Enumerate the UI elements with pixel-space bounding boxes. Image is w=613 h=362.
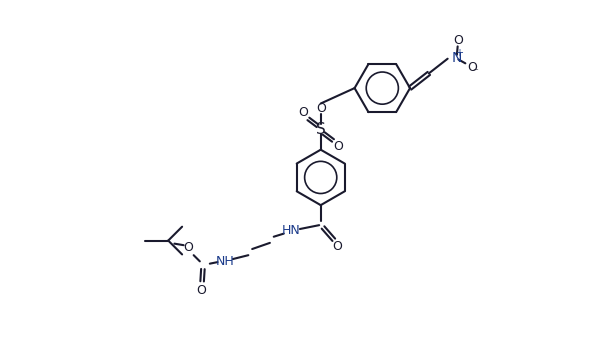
- Text: O: O: [468, 62, 478, 75]
- Text: O: O: [298, 106, 308, 119]
- Text: HN: HN: [282, 224, 301, 237]
- Text: O: O: [183, 241, 193, 254]
- Text: +: +: [455, 47, 463, 58]
- Text: O: O: [333, 140, 343, 153]
- Text: O: O: [196, 284, 207, 297]
- Text: O: O: [316, 102, 326, 115]
- Text: N: N: [452, 51, 462, 65]
- Text: S: S: [316, 122, 326, 137]
- Text: O: O: [333, 240, 343, 253]
- Text: NH: NH: [216, 255, 235, 268]
- Text: O: O: [454, 34, 463, 47]
- Text: ⁻: ⁻: [473, 67, 478, 77]
